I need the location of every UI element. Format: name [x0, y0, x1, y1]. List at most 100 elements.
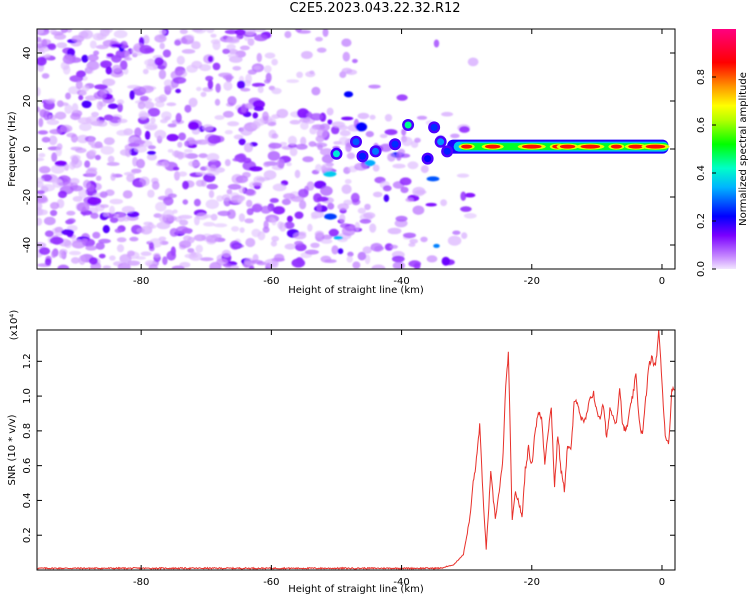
- noise-blob: [87, 54, 99, 62]
- noise-blob: [72, 196, 83, 202]
- noise-blob: [70, 112, 81, 121]
- noise-blob: [43, 216, 56, 226]
- noise-blob: [40, 39, 52, 45]
- noise-blob: [179, 219, 189, 226]
- noise-blob: [185, 153, 199, 159]
- noise-blob: [284, 243, 297, 250]
- noise-blob: [159, 29, 167, 35]
- noise-blob: [284, 221, 295, 229]
- noise-blob: [460, 206, 472, 212]
- noise-blob: [271, 235, 280, 242]
- noise-blob: [56, 42, 68, 49]
- noise-blob: [425, 202, 437, 207]
- noise-blob: [267, 151, 281, 161]
- noise-blob: [102, 78, 116, 87]
- noise-blob: [256, 177, 271, 182]
- noise-blob: [179, 240, 192, 249]
- noise-blob: [196, 212, 208, 220]
- noise-blob: [263, 161, 271, 168]
- noise-blob: [414, 137, 421, 143]
- noise-blob: [382, 185, 392, 192]
- noise-blob: [412, 205, 425, 215]
- noise-blob: [364, 203, 371, 211]
- transition-patch-core: [372, 147, 380, 155]
- noise-blob: [206, 153, 220, 162]
- noise-blob: [144, 101, 155, 109]
- noise-blob: [103, 29, 113, 34]
- noise-blob: [48, 114, 57, 121]
- noise-blob: [87, 136, 95, 146]
- noise-blob: [58, 249, 65, 259]
- noise-blob: [304, 249, 319, 255]
- noise-blob: [284, 30, 292, 39]
- noise-blob: [364, 160, 376, 167]
- noise-blob: [227, 183, 242, 190]
- noise-blob: [154, 129, 167, 140]
- noise-blob: [276, 108, 289, 119]
- noise-blob: [44, 53, 51, 58]
- noise-blob: [354, 162, 368, 171]
- noise-blob: [298, 188, 309, 198]
- noise-blob: [239, 45, 250, 51]
- transition-patch-core: [352, 138, 360, 146]
- noise-blob: [450, 133, 460, 139]
- noise-blob: [105, 66, 113, 75]
- noise-blob: [240, 87, 251, 92]
- noise-blob: [308, 141, 317, 147]
- colorbar-tick-label: 0.6: [696, 117, 707, 133]
- noise-blob: [397, 148, 406, 155]
- snr-y-tick-label: 0.8: [22, 423, 33, 439]
- noise-blob: [37, 29, 45, 34]
- noise-blob: [217, 210, 231, 217]
- noise-blob: [102, 212, 110, 218]
- noise-blob: [80, 29, 94, 40]
- noise-blob: [251, 228, 261, 238]
- noise-blob: [147, 145, 156, 150]
- noise-blob: [49, 236, 64, 245]
- spectrogram-noise-blobs: [37, 29, 479, 269]
- spectrogram-y-tick-label: 20: [22, 95, 33, 108]
- noise-blob: [207, 79, 214, 90]
- noise-blob: [161, 111, 172, 120]
- noise-blob: [460, 191, 467, 201]
- noise-blob: [103, 137, 115, 146]
- noise-blob: [182, 180, 190, 190]
- noise-blob: [297, 108, 309, 119]
- noise-blob: [251, 82, 266, 87]
- noise-blob: [315, 36, 323, 42]
- noise-blob: [222, 110, 234, 118]
- colorbar-tick-label: 0.0: [696, 261, 707, 277]
- noise-blob: [237, 80, 246, 89]
- noise-blob: [452, 230, 461, 235]
- snr-y-ticks: 0.2 0.4 0.6 0.8 1.0 1.2: [22, 353, 675, 543]
- noise-blob: [212, 62, 221, 71]
- spectrogram-x-ticks: -80 -60 -40 -20 0: [133, 29, 665, 287]
- noise-blob: [126, 174, 135, 183]
- noise-blob: [70, 146, 83, 151]
- noise-blob: [218, 72, 233, 78]
- noise-blob: [379, 133, 388, 139]
- noise-blob: [55, 111, 67, 120]
- noise-blob: [295, 257, 304, 265]
- noise-blob: [250, 259, 263, 264]
- noise-blob: [147, 107, 160, 117]
- noise-blob: [248, 265, 255, 269]
- noise-blob: [206, 170, 220, 176]
- noise-blob: [169, 228, 179, 237]
- noise-blob: [62, 54, 76, 65]
- noise-blob: [53, 33, 67, 40]
- noise-blob: [405, 197, 414, 202]
- noise-blob: [200, 257, 214, 262]
- noise-blob: [447, 235, 462, 246]
- noise-blob: [286, 79, 300, 83]
- noise-blob: [208, 190, 215, 199]
- noise-blob: [379, 143, 393, 152]
- noise-blob: [253, 29, 266, 33]
- noise-blob: [79, 90, 87, 96]
- noise-blob: [96, 32, 107, 41]
- noise-blob: [387, 227, 402, 235]
- noise-blob: [93, 91, 107, 100]
- noise-blob: [222, 263, 232, 268]
- noise-blob: [196, 86, 202, 92]
